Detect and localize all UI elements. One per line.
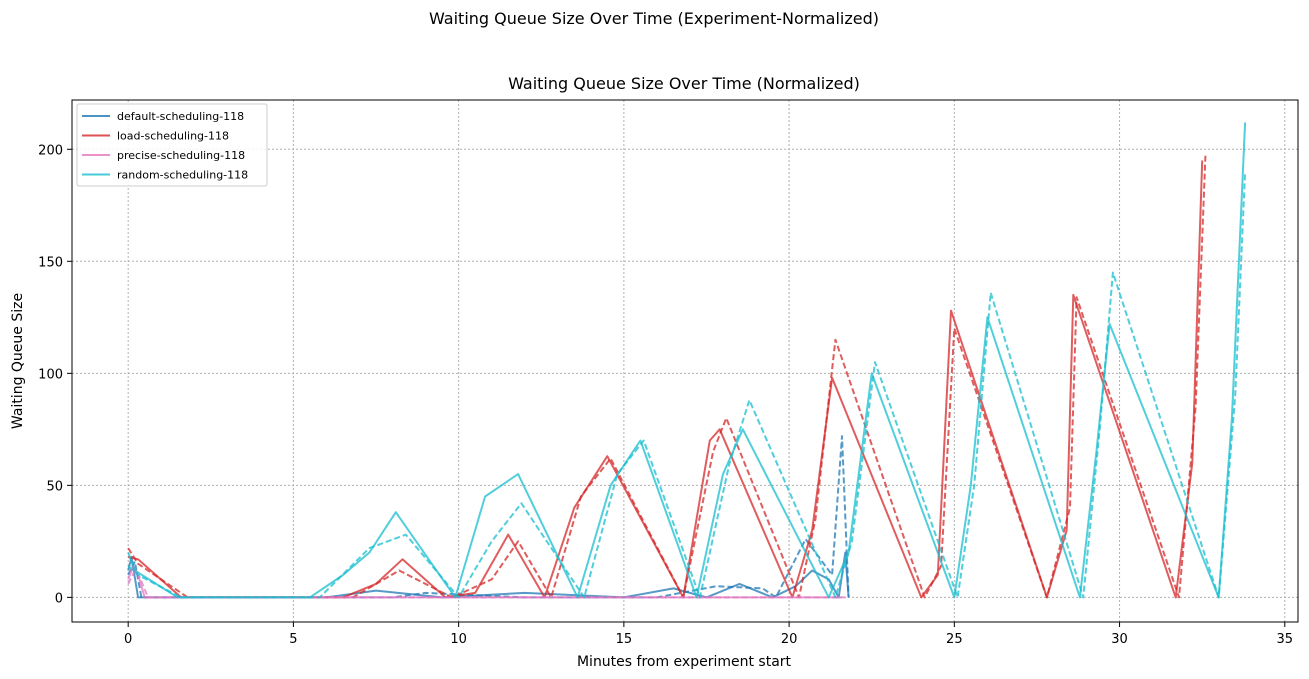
plot-lines [127, 122, 1247, 599]
series-line-default [127, 551, 850, 599]
series-line-random [127, 122, 1247, 599]
series-line-load [127, 160, 1204, 599]
y-tick-label: 100 [38, 367, 63, 382]
x-tick-label: 0 [124, 632, 132, 647]
x-tick-label: 35 [1277, 632, 1294, 647]
y-axis-label: Waiting Queue Size [10, 293, 26, 429]
chart-title: Waiting Queue Size Over Time (Normalized… [508, 74, 860, 93]
y-tick-label: 0 [55, 591, 63, 606]
x-tick-label: 5 [289, 632, 297, 647]
figure-suptitle: Waiting Queue Size Over Time (Experiment… [429, 9, 879, 28]
legend: default-scheduling-118 load-scheduling-11… [76, 103, 268, 187]
y-tick-label: 150 [38, 255, 63, 270]
legend-label-random: random-scheduling-118 [117, 169, 248, 182]
series-line-random-dashed [127, 171, 1247, 599]
x-tick-label: 10 [450, 632, 467, 647]
x-tick-label: 15 [616, 632, 633, 647]
legend-label-load: load-scheduling-118 [117, 130, 229, 143]
x-tick-label: 30 [1111, 632, 1128, 647]
series-line-precise-dashed [127, 569, 842, 599]
legend-label-precise: precise-scheduling-118 [117, 149, 245, 162]
legend-box [76, 103, 268, 187]
x-tick-label: 25 [946, 632, 963, 647]
x-axis-label: Minutes from experiment start [577, 654, 792, 670]
series-line-default-dashed [127, 435, 850, 599]
x-tick-label: 20 [781, 632, 798, 647]
y-axis-ticks: 0 50 100 150 200 [38, 143, 72, 606]
x-axis-ticks: 0 5 10 15 20 25 30 35 [124, 622, 1293, 647]
legend-label-default: default-scheduling-118 [117, 110, 244, 123]
plot-frame [71, 99, 1299, 623]
y-tick-label: 200 [38, 143, 63, 158]
y-tick-label: 50 [46, 479, 63, 494]
series-line-load-dashed [127, 153, 1207, 599]
